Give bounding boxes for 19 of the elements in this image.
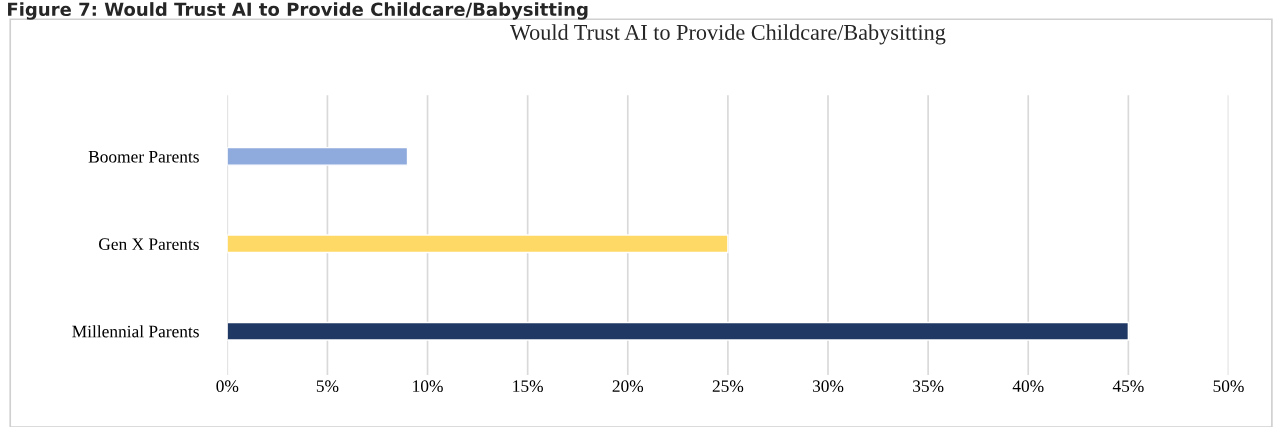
x-tick-label: 25% [712, 380, 744, 393]
bar [227, 321, 1130, 341]
x-tick-label: 45% [1112, 380, 1144, 393]
x-tick-label: 5% [316, 380, 339, 393]
bar [227, 234, 729, 254]
y-tick-label: Boomer Parents [88, 151, 199, 163]
chart-title: Would Trust AI to Provide Childcare/Babysitting [509, 24, 946, 45]
x-tick-label: 10% [413, 380, 443, 393]
bar [227, 146, 409, 166]
y-tick-label: Millennial Parents [72, 325, 199, 338]
x-tick-label: 15% [513, 380, 543, 393]
x-tick-label: 0% [216, 380, 239, 393]
x-tick-label: 50% [1213, 380, 1244, 393]
caption: Figure 7: Would Trust AI to Provide Childcare/Babysitting [8, 2, 588, 20]
x-tick-label: 30% [812, 380, 844, 393]
x-tick-label: 40% [1012, 380, 1044, 393]
x-tick-label: 20% [612, 380, 644, 393]
x-tick-label: 35% [913, 380, 944, 393]
y-tick-label: Gen X Parents [98, 238, 199, 250]
